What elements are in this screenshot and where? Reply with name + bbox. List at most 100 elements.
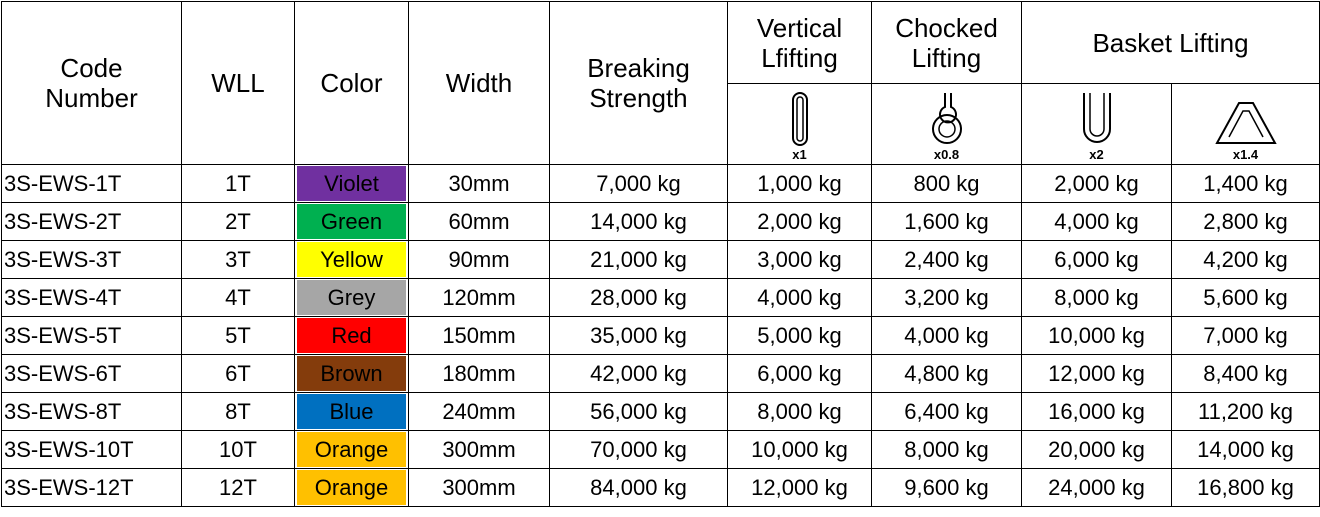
table-cell: 120mm [408, 278, 550, 317]
table-cell: 8,400 kg [1171, 354, 1320, 393]
table-cell: 150mm [408, 316, 550, 355]
table-cell: 21,000 kg [549, 240, 728, 279]
header-cell: WLL [181, 1, 295, 165]
table-cell: 6T [181, 354, 295, 393]
table-cell: 800 kg [871, 164, 1022, 203]
table-cell: Violet [294, 164, 409, 203]
table-cell: 3S-EWS-8T [1, 392, 182, 431]
color-swatch: Brown [297, 356, 406, 391]
header-text: Vertical Lfifting [756, 12, 843, 73]
table-cell: 4,000 kg [727, 278, 872, 317]
table-cell: 30mm [408, 164, 550, 203]
table-cell: 12,000 kg [1021, 354, 1172, 393]
table-cell: 10T [181, 430, 295, 469]
multiplier: x2 [1089, 147, 1104, 162]
table-row: 3S-EWS-3T 3T Yellow 90mm 21,000 kg 3,000 kg 2,… [1, 240, 1320, 279]
header-cell: Width [408, 1, 550, 165]
color-swatch: Blue [297, 394, 406, 429]
table-cell: Green [294, 202, 409, 241]
table-cell: 4,800 kg [871, 354, 1022, 393]
table-cell: Yellow [294, 240, 409, 279]
table-row: 3S-EWS-6T 6T Brown 180mm 42,000 kg 6,000 kg 4,… [1, 354, 1320, 393]
table-cell: 28,000 kg [549, 278, 728, 317]
table-cell: 1,000 kg [727, 164, 872, 203]
chocked-icon [931, 93, 962, 144]
header-text: Code Number [45, 53, 138, 113]
table-cell: 16,000 kg [1021, 392, 1172, 431]
table-cell: 8,000 kg [1021, 278, 1172, 317]
table-cell: 300mm [408, 430, 550, 469]
table-row: 3S-EWS-10T 10T Orange 300mm 70,000 kg 10,000 … [1, 430, 1320, 469]
color-swatch: Red [297, 318, 406, 353]
table-cell: 9,600 kg [871, 468, 1022, 507]
table-cell: 70,000 kg [549, 430, 728, 469]
basket-u-icon [1082, 93, 1111, 143]
table-cell: 7,000 kg [1171, 316, 1320, 355]
color-swatch: Violet [297, 166, 406, 201]
header-text: Breaking Strength [587, 53, 690, 113]
table-cell: 2,400 kg [871, 240, 1022, 279]
table-cell: 20,000 kg [1021, 430, 1172, 469]
table-cell: 3S-EWS-3T [1, 240, 182, 279]
color-swatch: Orange [297, 432, 406, 467]
table-cell: 1,400 kg [1171, 164, 1320, 203]
table-cell: 4,000 kg [1021, 202, 1172, 241]
multiplier: x0.8 [933, 147, 960, 162]
table-cell: 56,000 kg [549, 392, 728, 431]
table-cell: 2T [181, 202, 295, 241]
table-cell: 1,600 kg [871, 202, 1022, 241]
color-swatch: Yellow [297, 242, 406, 277]
table-cell: 240mm [408, 392, 550, 431]
table-cell: 10,000 kg [1021, 316, 1172, 355]
table-cell: 6,000 kg [727, 354, 872, 393]
table-cell: 4,000 kg [871, 316, 1022, 355]
header-text: Basket Lifting [1092, 27, 1249, 58]
table-cell: 6,000 kg [1021, 240, 1172, 279]
table-cell: 6,400 kg [871, 392, 1022, 431]
table-cell: 8,000 kg [871, 430, 1022, 469]
table-cell: 4,200 kg [1171, 240, 1320, 279]
multiplier: x1 [792, 147, 807, 162]
table-cell: 12T [181, 468, 295, 507]
table-cell: 2,000 kg [727, 202, 872, 241]
table-cell: 10,000 kg [727, 430, 872, 469]
table-cell: 3S-EWS-10T [1, 430, 182, 469]
table-cell: 1T [181, 164, 295, 203]
table-cell: 60mm [408, 202, 550, 241]
icon-cell: x2 [1021, 83, 1172, 165]
table-row: 3S-EWS-12T 12T Orange 300mm 84,000 kg 12,000 … [1, 468, 1320, 507]
color-swatch: Green [297, 204, 406, 239]
table-cell: 3,000 kg [727, 240, 872, 279]
table-cell: 3S-EWS-12T [1, 468, 182, 507]
table-cell: 35,000 kg [549, 316, 728, 355]
spec-table: Code Number WLL Color Width Breaking Str… [1, 1, 1320, 507]
table-row: 3S-EWS-4T 4T Grey 120mm 28,000 kg 4,000 kg 3,2… [1, 278, 1320, 317]
table-body: 3S-EWS-1T 1T Violet 30mm 7,000 kg 1,000 kg 800… [1, 164, 1320, 507]
table-cell: 3S-EWS-4T [1, 278, 182, 317]
header-cell: Basket Lifting [1021, 1, 1320, 84]
header-text: WLL [211, 68, 265, 98]
table-cell: 2,000 kg [1021, 164, 1172, 203]
icon-cell: x0.8 [871, 83, 1022, 165]
header-cell: Vertical Lfifting [727, 1, 872, 84]
table-cell: 90mm [408, 240, 550, 279]
table-cell: 24,000 kg [1021, 468, 1172, 507]
table-cell: 3,200 kg [871, 278, 1022, 317]
table-cell: 3T [181, 240, 295, 279]
table-cell: 42,000 kg [549, 354, 728, 393]
color-swatch: Grey [297, 280, 406, 315]
header-text: Width [445, 68, 513, 98]
table-cell: 14,000 kg [1171, 430, 1320, 469]
table-cell: 5,600 kg [1171, 278, 1320, 317]
table-cell: 12,000 kg [727, 468, 872, 507]
table-row: 3S-EWS-8T 8T Blue 240mm 56,000 kg 8,000 kg 6,4… [1, 392, 1320, 431]
icon-cell: x1.4 [1171, 83, 1320, 165]
header-text: Color [320, 68, 383, 98]
table-cell: Blue [294, 392, 409, 431]
table-row: 3S-EWS-5T 5T Red 150mm 35,000 kg 5,000 kg 4,00… [1, 316, 1320, 355]
table-cell: 14,000 kg [549, 202, 728, 241]
color-swatch: Orange [297, 470, 406, 505]
table-cell: 3S-EWS-6T [1, 354, 182, 393]
table-cell: Grey [294, 278, 409, 317]
table-cell: 8,000 kg [727, 392, 872, 431]
